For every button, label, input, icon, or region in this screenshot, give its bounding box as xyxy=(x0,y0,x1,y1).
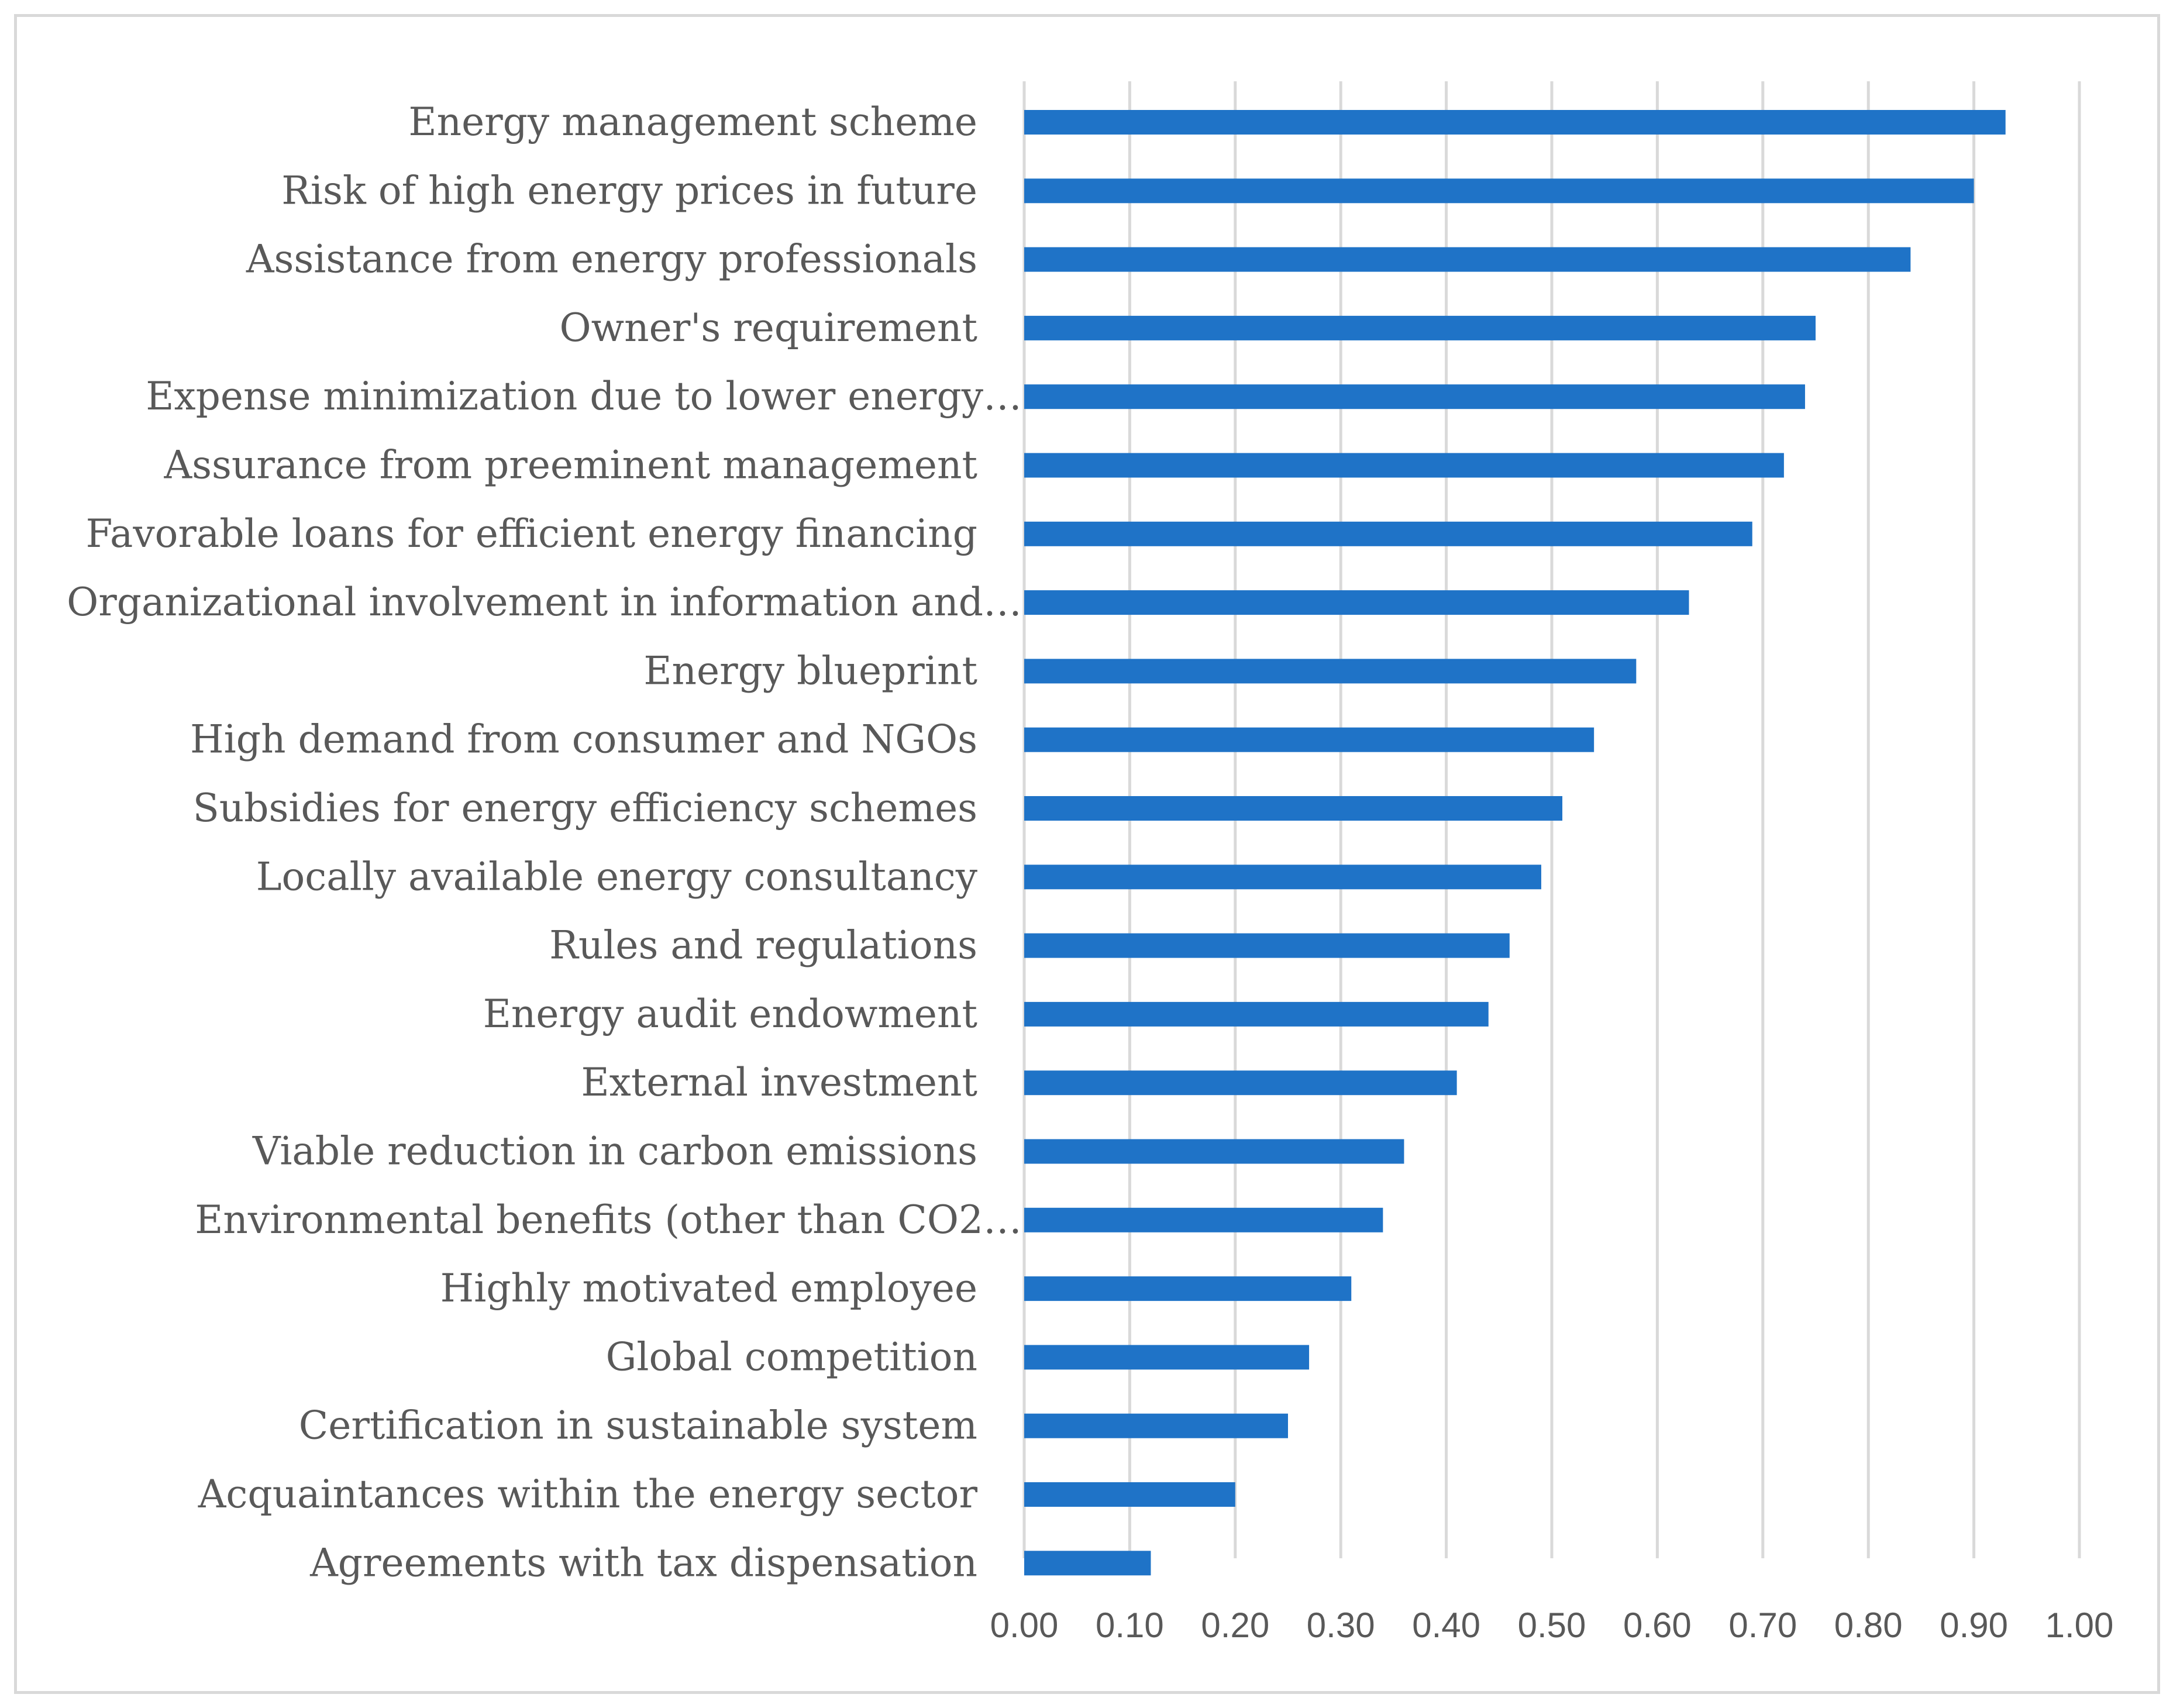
x-tick-label: 0.70 xyxy=(1728,1606,1797,1645)
category-label: High demand from consumer and NGOs xyxy=(190,717,977,762)
bar xyxy=(1024,1001,1489,1027)
category-label: Subsidies for energy efficiency schemes xyxy=(193,786,977,831)
bar xyxy=(1024,727,1594,752)
category-label: Energy audit endowment xyxy=(483,991,977,1036)
category-label: Agreements with tax dispensation xyxy=(309,1540,977,1585)
x-tick-label: 0.00 xyxy=(990,1606,1059,1645)
bar xyxy=(1024,933,1510,958)
category-label: Energy management scheme xyxy=(408,99,977,144)
bar xyxy=(1024,1345,1310,1370)
bar xyxy=(1024,178,1974,204)
category-label: Acquaintances within the energy sector xyxy=(198,1472,978,1517)
bar xyxy=(1024,1551,1151,1576)
category-label: Favorable loans for efficient energy fin… xyxy=(86,511,977,556)
bar xyxy=(1024,453,1784,478)
x-tick-label: 0.90 xyxy=(1940,1606,2008,1645)
bar xyxy=(1024,1139,1404,1164)
bar xyxy=(1024,1070,1457,1096)
bar xyxy=(1024,1413,1288,1438)
category-label: Expense minimization due to lower energy… xyxy=(146,374,1022,419)
x-tick-label: 0.50 xyxy=(1518,1606,1586,1645)
x-tick-label: 0.20 xyxy=(1201,1606,1269,1645)
bar xyxy=(1024,1276,1352,1301)
bar xyxy=(1024,1207,1383,1232)
bar xyxy=(1024,384,1805,409)
category-label: Environmental benefits (other than CO2… xyxy=(195,1197,1022,1242)
x-tick-label: 0.60 xyxy=(1623,1606,1692,1645)
bar xyxy=(1024,110,2006,135)
bar xyxy=(1024,796,1563,821)
category-label: Viable reduction in carbon emissions xyxy=(252,1129,977,1174)
category-label: Assistance from energy professionals xyxy=(246,237,977,282)
category-label: Risk of high energy prices in future xyxy=(281,168,977,213)
category-labels: Energy management scheme Risk of high ene… xyxy=(67,99,1022,1585)
bar xyxy=(1024,590,1689,615)
x-tick-label: 0.40 xyxy=(1412,1606,1480,1645)
bar xyxy=(1024,521,1752,546)
chart-frame: Energy management scheme Risk of high ene… xyxy=(14,14,2160,1694)
category-label: Certification in sustainable system xyxy=(299,1403,977,1448)
x-tick-label: 0.80 xyxy=(1834,1606,1903,1645)
bar-chart: Energy management scheme Risk of high ene… xyxy=(67,81,2114,1645)
bars xyxy=(1024,110,2006,1576)
x-axis-tick-labels: 0.00 0.10 0.20 0.30 0.40 0.50 0.60 0.70 0.80 0.90… xyxy=(990,1606,2114,1645)
bar xyxy=(1024,247,1911,272)
category-label: Highly motivated employee xyxy=(440,1266,977,1311)
category-label: Rules and regulations xyxy=(549,923,977,968)
category-label: Assurance from preeminent management xyxy=(163,443,977,488)
x-tick-label: 0.10 xyxy=(1096,1606,1164,1645)
category-label: Organizational involvement in informatio… xyxy=(67,580,1022,625)
bar xyxy=(1024,315,1816,340)
category-label: Energy blueprint xyxy=(643,648,977,693)
x-tick-label: 1.00 xyxy=(2045,1606,2114,1645)
x-tick-label: 0.30 xyxy=(1307,1606,1375,1645)
category-label: Global competition xyxy=(606,1334,977,1379)
category-label: Owner's requirement xyxy=(560,305,977,350)
bar xyxy=(1024,865,1541,890)
bar xyxy=(1024,1482,1235,1507)
category-label: External investment xyxy=(581,1060,978,1105)
category-label: Locally available energy consultancy xyxy=(256,854,978,899)
bar xyxy=(1024,659,1637,684)
